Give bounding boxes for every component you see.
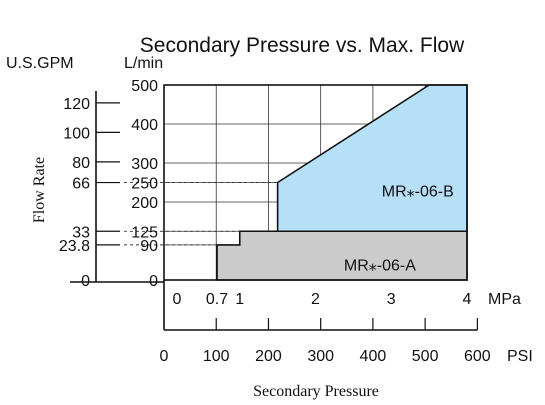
- y-tick-label-lmin: 400: [131, 117, 158, 134]
- y-tick-label-gpm: 66: [72, 176, 90, 193]
- x-axis-label: Secondary Pressure: [253, 383, 379, 400]
- y-tick-label-lmin: 200: [131, 195, 158, 212]
- chart-title: Secondary Pressure vs. Max. Flow: [140, 34, 465, 57]
- x-tick-label-mpa: 3: [387, 291, 396, 308]
- series-label-a: MR⁎-06-A: [344, 257, 416, 274]
- y-unit-gpm: U.S.GPM: [6, 55, 74, 72]
- x-tick-label-psi: 100: [203, 348, 230, 365]
- y-tick-label-gpm: 33: [72, 224, 90, 241]
- reference-dashes: [124, 182, 278, 246]
- x-tick-label-mpa: 2: [311, 291, 320, 308]
- x-ticks: 0 0.7 1 2 3 4 MPa 0 100 200 300 400 500 600 PSI: [160, 291, 533, 365]
- x-tick-label-mpa: 0.7: [206, 291, 228, 308]
- y-axis-label: Flow Rate: [31, 157, 48, 223]
- y-tick-label-lmin: 500: [131, 78, 158, 95]
- y-tick-label-gpm: 100: [63, 125, 90, 142]
- series-area-a: [216, 230, 468, 281]
- y-tick-label-lmin: 0: [149, 273, 158, 290]
- x-tick-label-psi: 400: [360, 348, 387, 365]
- plot-border: [163, 84, 468, 281]
- x-tick-label-psi: 0: [160, 348, 169, 365]
- y-tick-label-lmin: 250: [131, 176, 158, 193]
- y-tick-label-gpm: 80: [72, 155, 90, 172]
- x-tick-label-psi: 200: [255, 348, 282, 365]
- x-tick-label-psi: 300: [307, 348, 334, 365]
- y-tick-label-gpm: 0: [81, 273, 90, 290]
- series-label-b: MR⁎-06-B: [382, 183, 454, 200]
- y-tick-label-gpm: 120: [63, 96, 90, 113]
- x-tick-label-mpa: 1: [235, 291, 244, 308]
- x-unit-psi: PSI: [507, 348, 533, 365]
- y-tick-label-lmin: 90: [140, 238, 158, 255]
- series-labels: MR⁎-06-A MR⁎-06-B: [344, 183, 454, 274]
- y-tick-label-gpm: 23.8: [59, 238, 90, 255]
- y-tick-label-lmin: 300: [131, 156, 158, 173]
- y-unit-lmin: L/min: [124, 55, 163, 72]
- x-tick-label-mpa: 0: [173, 291, 182, 308]
- x-tick-label-psi: 500: [412, 348, 439, 365]
- x-tick-label-psi: 600: [464, 348, 491, 365]
- series-area-b: [276, 84, 468, 233]
- y-tick-label-lmin: 125: [131, 224, 158, 241]
- x-unit-mpa: MPa: [488, 291, 521, 308]
- x-tick-label-mpa: 4: [463, 291, 472, 308]
